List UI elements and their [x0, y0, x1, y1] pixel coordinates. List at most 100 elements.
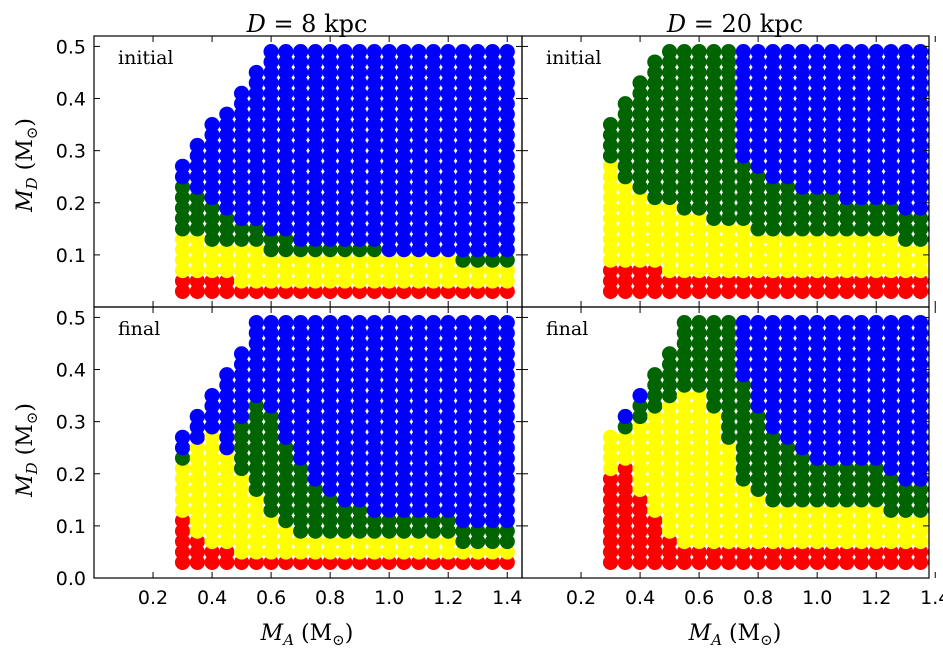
- data-point: [617, 533, 633, 550]
- data-point: [824, 148, 840, 164]
- data-point: [470, 398, 486, 414]
- data-point: [883, 137, 899, 154]
- data-point: [927, 318, 929, 327]
- data-point: [366, 450, 383, 466]
- data-point: [189, 283, 205, 299]
- data-point: [927, 537, 929, 546]
- data-point: [396, 75, 412, 91]
- data-point: [381, 242, 397, 258]
- data-point: [307, 64, 323, 81]
- data-point: [912, 127, 929, 143]
- data-point: [780, 106, 796, 122]
- data-point: [484, 471, 501, 487]
- data-point: [691, 242, 707, 258]
- data-point: [632, 106, 648, 122]
- data-point: [853, 169, 870, 185]
- data-point: [233, 460, 250, 477]
- data-point: [794, 367, 811, 383]
- data-point: [381, 44, 397, 60]
- data-point: [322, 367, 338, 383]
- data-point: [470, 523, 486, 539]
- data-point: [484, 242, 501, 258]
- data-point: [322, 408, 338, 425]
- data-point: [263, 325, 279, 341]
- data-point: [307, 481, 323, 497]
- data-point: [440, 315, 456, 331]
- data-point: [691, 450, 707, 466]
- data-point: [898, 471, 914, 487]
- data-point: [824, 460, 840, 477]
- data-point: [366, 252, 383, 268]
- data-point: [352, 356, 368, 372]
- data-point: [898, 450, 914, 466]
- data-point: [721, 137, 737, 154]
- data-point: [853, 137, 870, 154]
- data-point: [676, 481, 692, 497]
- data-point: [411, 544, 427, 560]
- data-point: [809, 533, 825, 550]
- data-point: [824, 273, 840, 289]
- data-point: [765, 54, 781, 70]
- data-point: [794, 356, 811, 372]
- data-point: [499, 460, 515, 477]
- data-point: [219, 231, 235, 247]
- data-point: [470, 200, 486, 216]
- data-point: [499, 106, 515, 122]
- data-point: [706, 44, 722, 60]
- data-point: [721, 325, 737, 341]
- data-point: [839, 64, 855, 81]
- data-point: [425, 325, 442, 341]
- data-point: [661, 169, 678, 185]
- data-point: [794, 471, 811, 487]
- data-point: [381, 169, 397, 185]
- data-point: [337, 335, 353, 352]
- data-point: [853, 262, 870, 279]
- data-point: [912, 189, 929, 206]
- data-point: [691, 460, 707, 477]
- data-point: [647, 117, 663, 133]
- data-point: [396, 137, 412, 154]
- data-point: [381, 523, 397, 539]
- data-point: [617, 106, 633, 122]
- data-point: [647, 429, 663, 445]
- data-point: [735, 64, 751, 81]
- data-point: [352, 325, 368, 341]
- data-point: [647, 513, 663, 529]
- data-point: [366, 513, 383, 529]
- data-point: [676, 137, 692, 154]
- data-point: [898, 273, 914, 289]
- data-point: [337, 460, 353, 477]
- data-point: [809, 231, 825, 247]
- data-point: [396, 64, 412, 81]
- data-point: [307, 440, 323, 456]
- data-point: [853, 283, 870, 299]
- data-point: [691, 85, 707, 101]
- data-point: [263, 44, 279, 60]
- data-point: [219, 242, 235, 258]
- data-point: [676, 179, 692, 195]
- data-point: [853, 242, 870, 258]
- data-point: [691, 54, 707, 70]
- data-point: [204, 273, 220, 289]
- data-point: [411, 450, 427, 466]
- data-point: [750, 523, 766, 539]
- data-point: [706, 169, 722, 185]
- data-point: [366, 44, 383, 60]
- data-point: [440, 544, 456, 560]
- data-point: [411, 356, 427, 372]
- data-point: [765, 388, 781, 404]
- data-point: [219, 481, 235, 497]
- data-point: [219, 544, 235, 560]
- data-point: [676, 367, 692, 383]
- data-point: [484, 262, 501, 279]
- data-point: [484, 273, 501, 289]
- data-point: [425, 502, 442, 518]
- data-point: [647, 283, 663, 299]
- data-point: [425, 388, 442, 404]
- data-point: [322, 64, 338, 81]
- data-point: [721, 106, 737, 122]
- data-point: [322, 523, 338, 539]
- data-point: [912, 335, 929, 352]
- data-point: [278, 273, 294, 289]
